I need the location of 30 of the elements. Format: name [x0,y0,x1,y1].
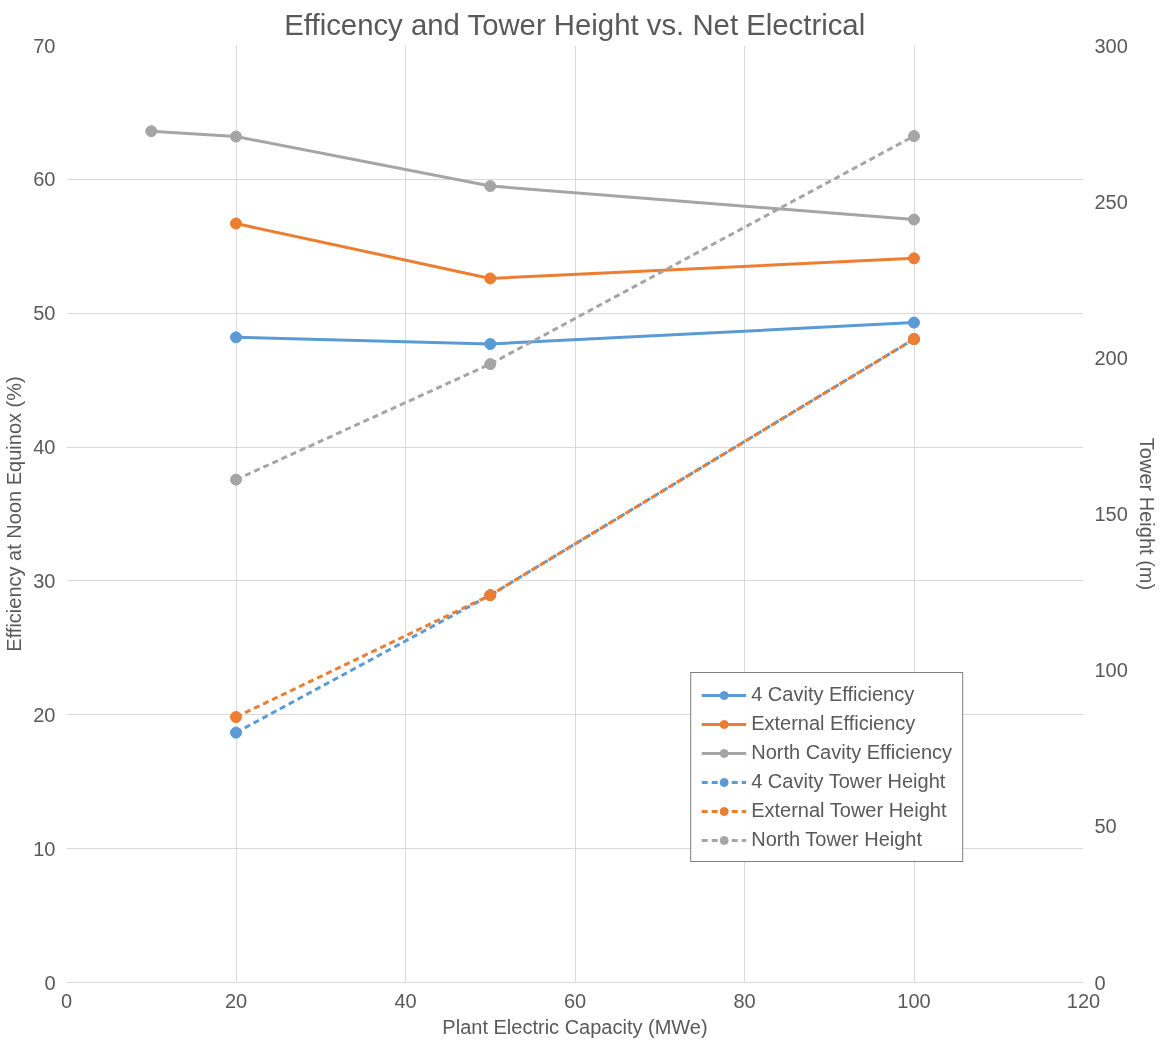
y2-tick-label: 200 [1094,346,1128,369]
legend-label: External Tower Height [751,799,947,822]
y-tick-label: 10 [33,837,56,860]
y-tick-label: 50 [33,302,56,325]
y2-axis-title: Tower Height (m) [1135,437,1158,591]
x-tick-label: 0 [60,989,73,1012]
x-tick-label: 80 [733,989,756,1012]
y-tick-label: 60 [33,168,56,191]
y2-tick-label: 50 [1094,815,1117,838]
x-tick-label: 100 [897,989,931,1012]
legend-label: External Efficiency [751,712,916,735]
x-axis-title: Plant Electric Capacity (MWe) [442,1015,708,1038]
x-tick-label: 60 [563,989,587,1012]
y-tick-label: 70 [33,34,56,57]
legend-label: 4 Cavity Efficiency [751,683,915,706]
y-tick-label: 40 [33,436,56,459]
y2-tick-label: 100 [1094,659,1128,682]
legend-label: North Tower Height [751,828,923,851]
y2-tick-label: 250 [1094,190,1128,213]
y-axis-title: Efficiency at Noon Equinox (%) [3,376,26,652]
x-tick-label: 20 [224,989,248,1012]
y-tick-label: 20 [33,703,56,726]
chart-title: Efficency and Tower Height vs. Net Electrical [284,7,866,41]
x-tick-label: 40 [394,989,417,1012]
legend-label: North Cavity Efficiency [751,741,952,764]
legend-label: 4 Cavity Tower Height [751,770,946,793]
y-tick-label: 30 [33,569,56,592]
y2-tick-label: 300 [1094,34,1128,57]
y2-tick-label: 150 [1094,503,1128,525]
y-tick-label: 0 [44,971,56,994]
